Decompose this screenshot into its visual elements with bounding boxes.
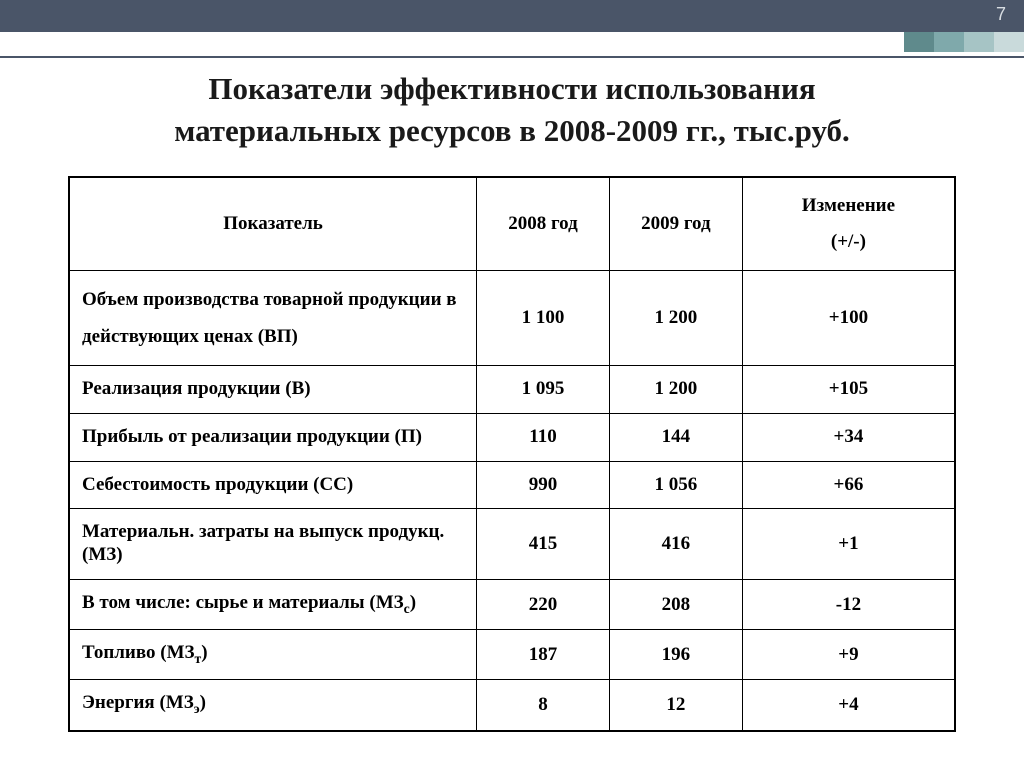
row-val-change: +100: [742, 270, 955, 365]
row-label: Себестоимость продукции (СС): [69, 461, 477, 509]
col-header-indicator: Показатель: [69, 177, 477, 271]
row-val-2008: 1 095: [477, 365, 610, 413]
table-header-row: Показатель 2008 год 2009 год Изменение (…: [69, 177, 955, 271]
row-val-change: +1: [742, 509, 955, 580]
row-val-2008: 110: [477, 413, 610, 461]
table-row: Материальн. затраты на выпуск продукц.(М…: [69, 509, 955, 580]
row-label: Топливо (МЗт): [69, 630, 477, 680]
row-label: В том числе: сырье и материалы (МЗс): [69, 579, 477, 629]
title-container: Показатели эффективности использования м…: [0, 32, 1024, 162]
row-val-change: +66: [742, 461, 955, 509]
table-row: Топливо (МЗт) 187 196 +9: [69, 630, 955, 680]
row-val-2008: 220: [477, 579, 610, 629]
accent-stripe: [904, 32, 1024, 52]
row-val-2009: 208: [609, 579, 742, 629]
row-label: Прибыль от реализации продукции (П): [69, 413, 477, 461]
row-val-change: +34: [742, 413, 955, 461]
row-val-2008: 415: [477, 509, 610, 580]
table-body: Объем производства товарной продукции в …: [69, 270, 955, 730]
row-val-2008: 1 100: [477, 270, 610, 365]
row-val-2009: 1 056: [609, 461, 742, 509]
row-val-change: +4: [742, 680, 955, 731]
table-container: Показатель 2008 год 2009 год Изменение (…: [0, 162, 1024, 732]
row-val-2009: 1 200: [609, 365, 742, 413]
table-row: Реализация продукции (В) 1 095 1 200 +10…: [69, 365, 955, 413]
slide-title: Показатели эффективности использования м…: [60, 68, 964, 152]
row-val-change: +105: [742, 365, 955, 413]
col-header-2009: 2009 год: [609, 177, 742, 271]
table-row: Себестоимость продукции (СС) 990 1 056 +…: [69, 461, 955, 509]
row-label: Объем производства товарной продукции в …: [69, 270, 477, 365]
row-label: Энергия (МЗэ): [69, 680, 477, 731]
row-val-2009: 196: [609, 630, 742, 680]
table-row: Энергия (МЗэ) 8 12 +4: [69, 680, 955, 731]
page-number: 7: [996, 4, 1006, 25]
row-val-2009: 1 200: [609, 270, 742, 365]
table-row: Прибыль от реализации продукции (П) 110 …: [69, 413, 955, 461]
table-row: Объем производства товарной продукции в …: [69, 270, 955, 365]
horizontal-rule: [0, 56, 1024, 58]
row-val-change: +9: [742, 630, 955, 680]
slide: 7 Показатели эффективности использования…: [0, 0, 1024, 768]
row-val-2009: 12: [609, 680, 742, 731]
row-val-2008: 990: [477, 461, 610, 509]
slide-top-bar: 7: [0, 0, 1024, 32]
row-label: Реализация продукции (В): [69, 365, 477, 413]
data-table: Показатель 2008 год 2009 год Изменение (…: [68, 176, 956, 732]
row-label: Материальн. затраты на выпуск продукц.(М…: [69, 509, 477, 580]
col-header-2008: 2008 год: [477, 177, 610, 271]
table-row: В том числе: сырье и материалы (МЗс) 220…: [69, 579, 955, 629]
row-val-2009: 416: [609, 509, 742, 580]
row-val-2009: 144: [609, 413, 742, 461]
row-val-change: -12: [742, 579, 955, 629]
col-header-change: Изменение (+/-): [742, 177, 955, 271]
row-val-2008: 8: [477, 680, 610, 731]
row-val-2008: 187: [477, 630, 610, 680]
